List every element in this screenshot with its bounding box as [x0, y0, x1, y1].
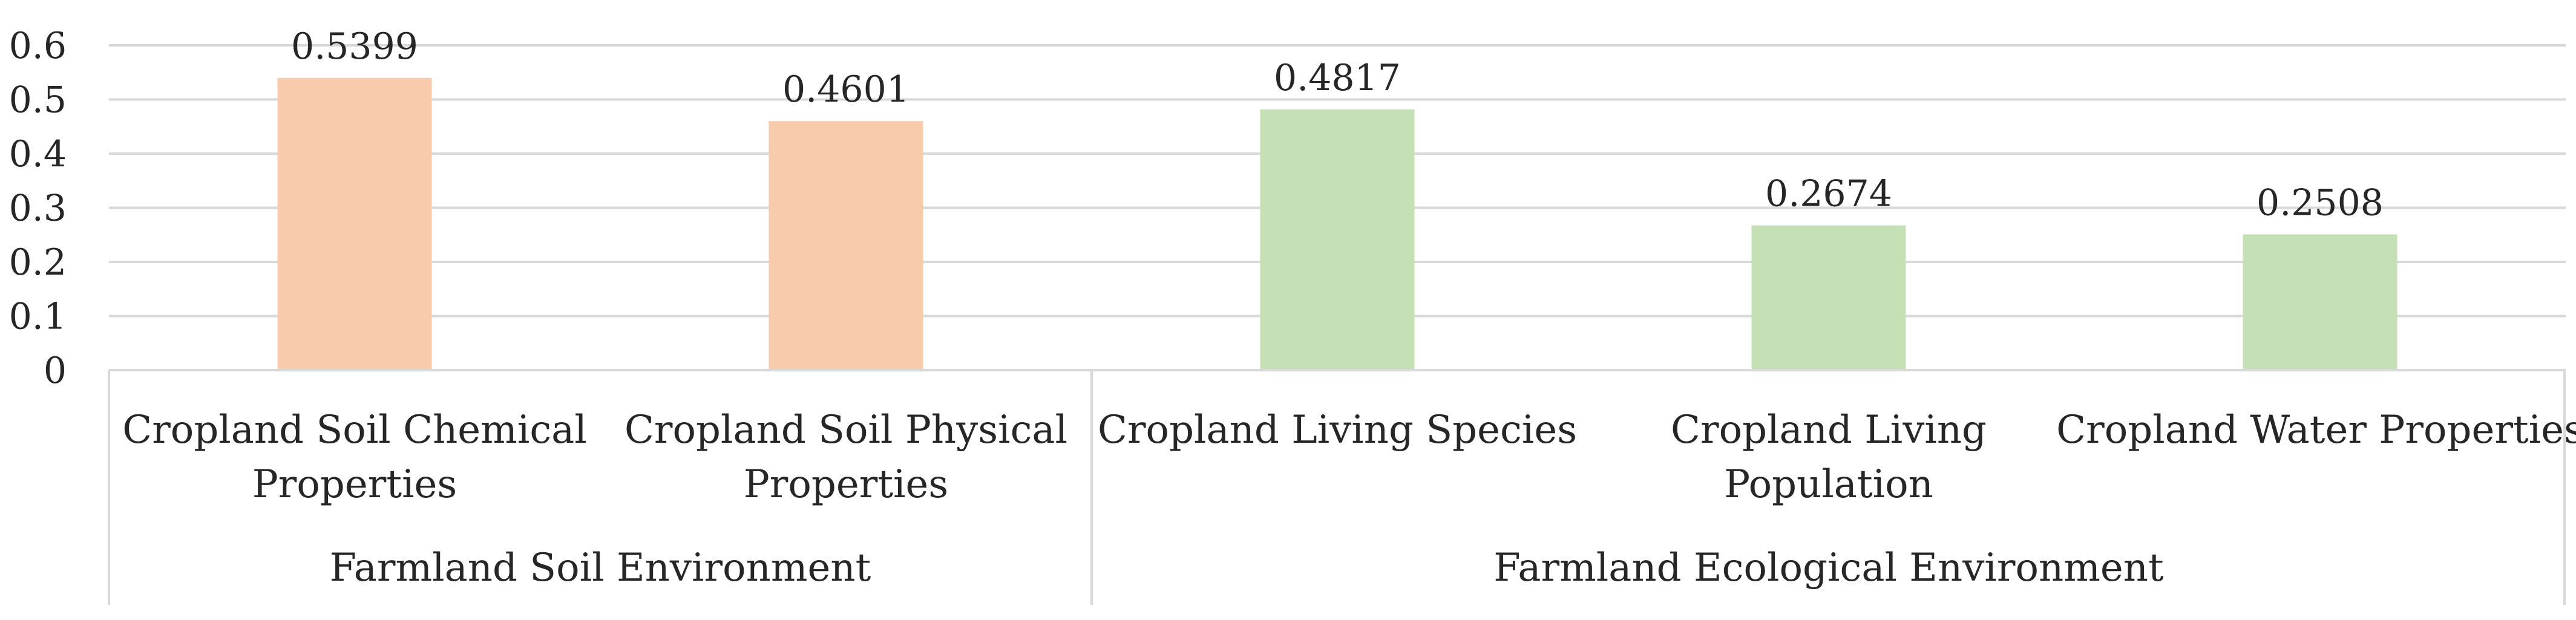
y-tick-label: 0.4 [9, 133, 67, 175]
category-label: Cropland Living [1671, 408, 1987, 452]
y-axis-ticks: 0 0.1 0.2 0.3 0.4 0.5 0.6 [9, 25, 67, 392]
y-tick-label: 0.1 [9, 296, 67, 338]
data-label: 0.4601 [782, 68, 909, 111]
bar [769, 121, 923, 370]
category-label: Cropland Soil Physical [624, 408, 1067, 452]
data-label: 0.2508 [2256, 182, 2384, 224]
data-label: 0.5399 [291, 25, 418, 68]
category-label: Properties [744, 462, 949, 507]
category-label: Population [1724, 462, 1933, 507]
category-label: Cropland Water Properties [2056, 408, 2576, 452]
bar [1260, 109, 1415, 371]
data-labels: 0.5399 0.4601 0.4817 0.2674 0.2508 [291, 25, 2384, 224]
bar [277, 77, 432, 371]
x-axis [108, 369, 2566, 605]
category-label: Cropland Soil Chemical [122, 408, 587, 452]
category-label: Cropland Living Species [1098, 408, 1577, 452]
y-tick-label: 0.6 [9, 25, 67, 67]
group-labels: Farmland Soil Environment Farmland Ecolog… [330, 546, 2164, 590]
y-tick-label: 0.5 [9, 79, 67, 122]
bar [2243, 234, 2397, 370]
group-label: Farmland Soil Environment [330, 546, 871, 590]
bar [1751, 225, 1906, 370]
data-label: 0.2674 [1765, 173, 1892, 215]
category-labels: Cropland Soil Chemical Properties Cropland… [122, 408, 2576, 507]
bars [277, 77, 2397, 371]
y-tick-label: 0 [44, 350, 67, 392]
data-label: 0.4817 [1274, 57, 1401, 99]
y-tick-label: 0.3 [9, 188, 67, 230]
group-label: Farmland Ecological Environment [1493, 546, 2164, 590]
category-label: Properties [252, 462, 457, 507]
y-tick-label: 0.2 [9, 241, 67, 284]
